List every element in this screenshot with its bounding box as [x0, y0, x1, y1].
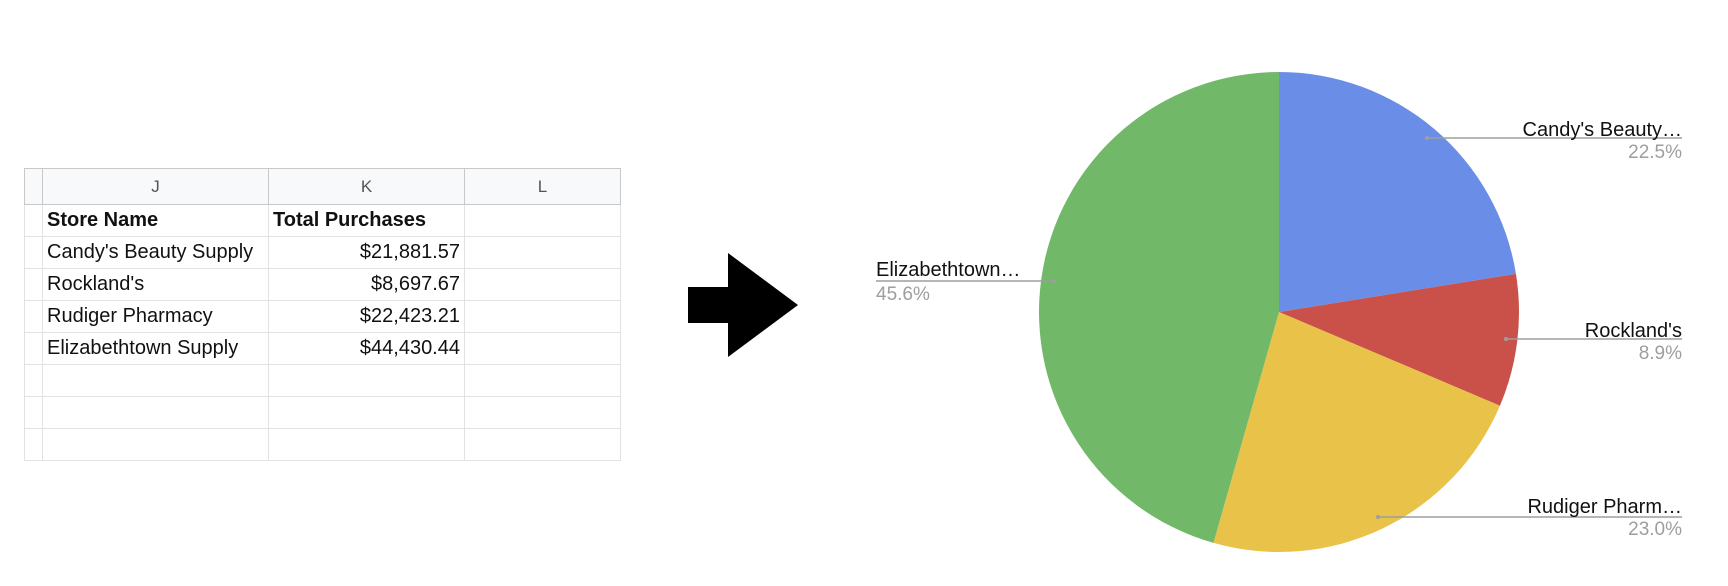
empty-cell[interactable] [464, 300, 621, 333]
store-name-header-cell[interactable]: Store Name [42, 204, 269, 237]
slice-percent-label: 22.5% [1628, 142, 1682, 163]
column-header-j[interactable]: J [42, 168, 269, 205]
pie-slices [1038, 72, 1520, 552]
pie-slice[interactable] [1038, 72, 1279, 543]
empty-row [24, 428, 621, 461]
slice-label: Rudiger Pharm… [1527, 496, 1682, 518]
empty-cell[interactable] [42, 396, 269, 429]
pie-label-leaders [876, 136, 1682, 519]
spreadsheet-grid: J K L Store Name Total Purchases Candy's… [24, 168, 621, 461]
empty-cell[interactable] [464, 268, 621, 301]
total-purchases-header-cell[interactable]: Total Purchases [268, 204, 465, 237]
column-header-k[interactable]: K [268, 168, 465, 205]
slice-percent-label: 23.0% [1628, 519, 1682, 540]
total-purchases-cell[interactable]: $8,697.67 [268, 268, 465, 301]
empty-cell[interactable] [464, 364, 621, 397]
slice-percent-label: 8.9% [1639, 343, 1682, 364]
leader-dot [1376, 515, 1380, 519]
leader-dot [1052, 279, 1056, 283]
slice-label: Candy's Beauty… [1523, 119, 1682, 141]
slice-label: Elizabethtown… [876, 259, 1021, 281]
pie-labels: Candy's Beauty…22.5% Rockland's8.9% Rudige… [876, 119, 1682, 540]
slice-percent-label: 45.6% [876, 284, 930, 305]
empty-cell[interactable] [42, 428, 269, 461]
leader-dot [1504, 337, 1508, 341]
table-row: Rudiger Pharmacy $22,423.21 [24, 300, 621, 333]
table-row: Elizabethtown Supply $44,430.44 [24, 332, 621, 365]
total-purchases-cell[interactable]: $44,430.44 [268, 332, 465, 365]
empty-cell[interactable] [464, 332, 621, 365]
empty-cell[interactable] [464, 236, 621, 269]
empty-cell[interactable] [268, 428, 465, 461]
pie-slice[interactable] [1279, 72, 1516, 312]
store-name-cell[interactable]: Rudiger Pharmacy [42, 300, 269, 333]
empty-cell[interactable] [42, 364, 269, 397]
column-header-l[interactable]: L [464, 168, 621, 205]
empty-cell[interactable] [464, 428, 621, 461]
table-row: Candy's Beauty Supply $21,881.57 [24, 236, 621, 269]
column-header-row: J K L [24, 168, 621, 205]
leader-dot [1425, 136, 1429, 140]
slice-label: Rockland's [1585, 320, 1682, 342]
pie-slice[interactable] [1279, 273, 1520, 406]
total-purchases-cell[interactable]: $21,881.57 [268, 236, 465, 269]
empty-cell[interactable] [464, 204, 621, 237]
pie-slice[interactable] [1213, 312, 1500, 552]
table-header-row: Store Name Total Purchases [24, 204, 621, 237]
right-arrow-icon [688, 253, 798, 357]
